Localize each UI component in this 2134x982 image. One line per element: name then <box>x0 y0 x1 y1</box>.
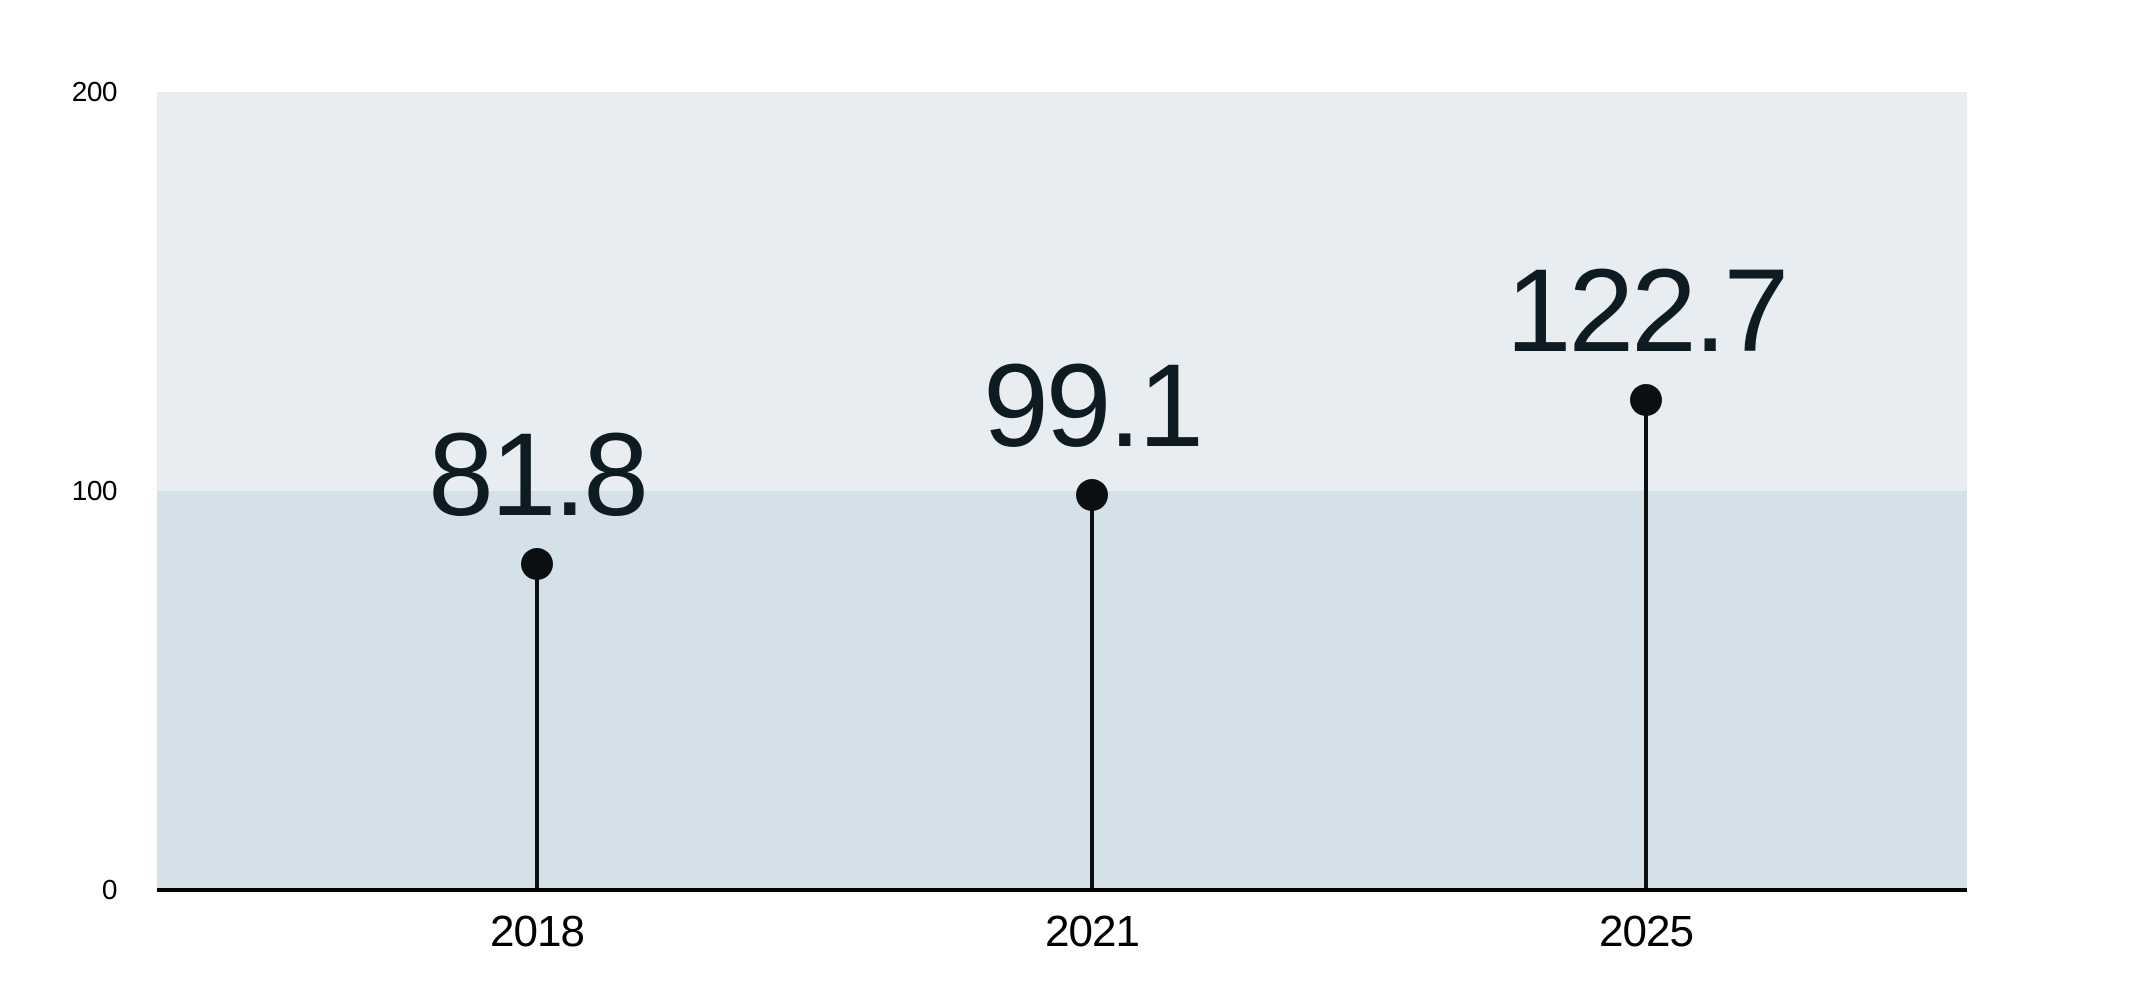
stem-2025 <box>1644 400 1648 888</box>
band-0-100 <box>157 491 1967 890</box>
value-label-2025: 122.7 <box>1505 245 1789 378</box>
value-label-2021: 99.1 <box>983 339 1204 472</box>
x-tick-label-2021: 2021 <box>1045 907 1140 956</box>
band-100-200 <box>157 92 1967 491</box>
y-tick-label-100: 100 <box>71 475 118 506</box>
data-point-marker-2025 <box>1630 384 1662 417</box>
value-label-2018: 81.8 <box>428 408 649 541</box>
x-tick-label-2025: 2025 <box>1599 907 1694 956</box>
x-axis-baseline <box>157 888 1967 892</box>
data-point-marker-2021 <box>1076 478 1108 511</box>
stem-2021 <box>1090 494 1094 888</box>
data-point-marker-2018 <box>521 547 553 580</box>
y-tick-label-200: 200 <box>71 76 118 107</box>
x-tick-label-2018: 2018 <box>490 907 585 956</box>
stem-2018 <box>535 563 539 888</box>
y-tick-label-0: 0 <box>101 874 118 905</box>
plot-area: 81.8 99.1 122.7 <box>157 92 1967 890</box>
